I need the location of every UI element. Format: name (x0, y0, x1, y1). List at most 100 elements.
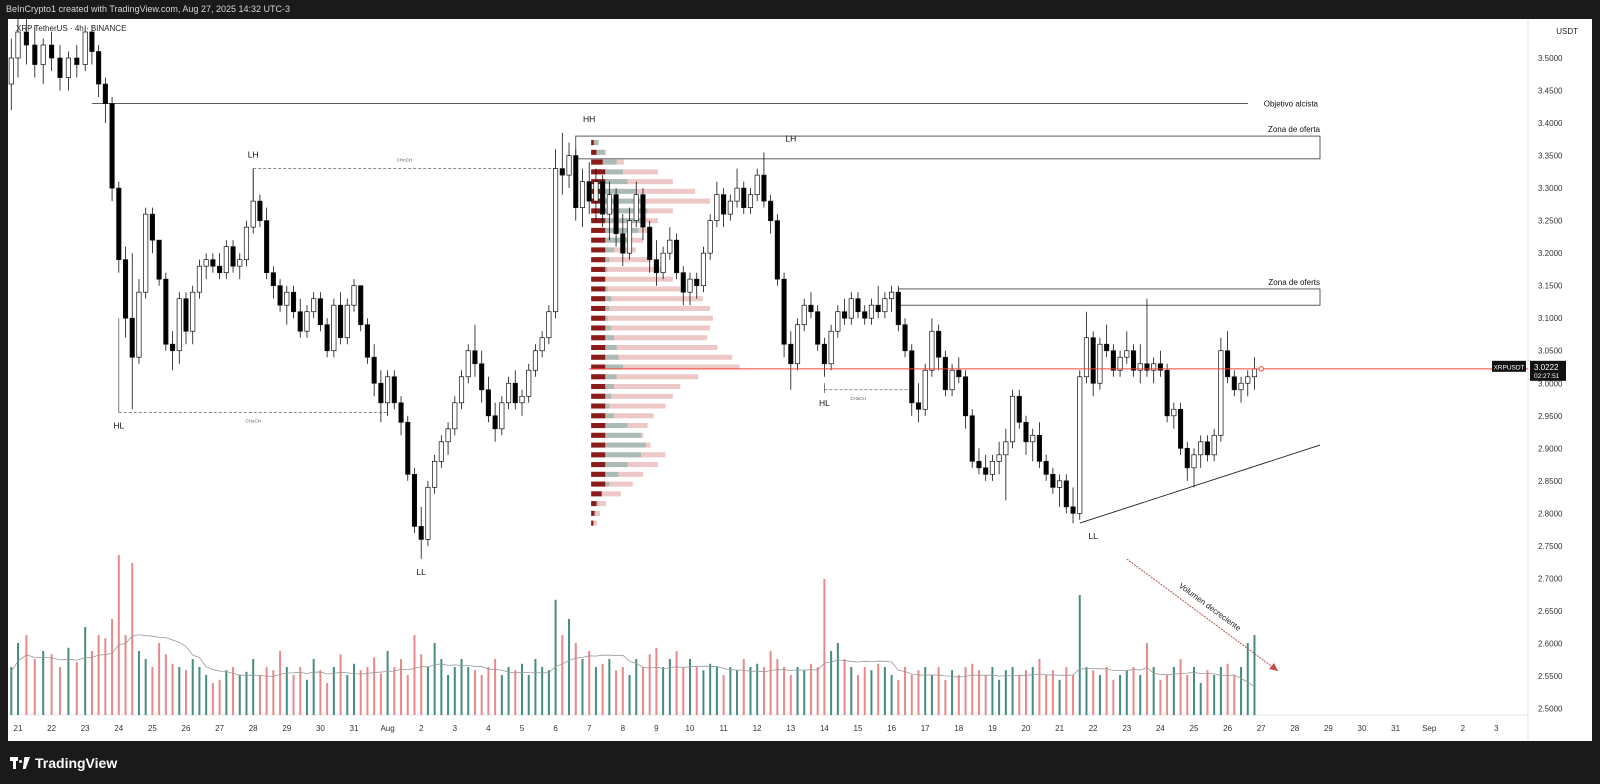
volume-profile-row-down (591, 335, 606, 341)
volume-bar (151, 667, 154, 715)
volume-bar (863, 667, 866, 715)
candle-up (566, 155, 572, 176)
candle-up (929, 330, 935, 371)
volume-bar (1058, 679, 1061, 715)
time-tick-label: 28 (249, 724, 258, 733)
time-tick-label: 22 (1089, 724, 1098, 733)
symbol-legend[interactable]: XRP TetherUS · 4h · BINANCE (16, 24, 127, 33)
volume-bar (326, 683, 329, 715)
structure-label: HL (819, 398, 830, 408)
volume-bar (527, 675, 530, 715)
time-tick-label: 6 (553, 724, 558, 733)
volume-bar (1092, 670, 1095, 715)
volume-bar (608, 659, 611, 715)
volume-profile-row-down (591, 462, 606, 468)
candle-up (835, 311, 841, 332)
candle-down (936, 330, 942, 358)
volume-bar (816, 667, 819, 715)
candle-down (1231, 376, 1237, 391)
candle-down (210, 259, 216, 267)
price-unit-label[interactable]: USDT (1556, 27, 1578, 36)
candle-down (895, 291, 901, 326)
candle-up (1117, 356, 1123, 371)
volume-bar (601, 663, 604, 715)
price-tick-label: 3.2000 (1538, 249, 1563, 258)
time-tick-label: 13 (786, 724, 795, 733)
volume-bar (937, 667, 940, 715)
volume-bar (1051, 670, 1054, 715)
choch-label: CHoCH (245, 419, 261, 424)
candle-down (1090, 337, 1096, 384)
price-tick-label: 3.4500 (1538, 87, 1563, 96)
volume-bar (1253, 635, 1256, 715)
candle-down (915, 402, 922, 410)
volume-bar (332, 667, 335, 715)
structure-label: LL (416, 567, 426, 577)
candle-down (371, 356, 377, 384)
volume-bar (1038, 659, 1041, 715)
time-tick-label: 31 (1391, 724, 1400, 733)
volume-bar (809, 663, 812, 715)
time-tick-label: 19 (988, 724, 997, 733)
volume-bar (232, 667, 235, 715)
chart-frame[interactable]: 3.5000 3.4500 3.4000 3.3500 3.3000 3.2500 3.20… (8, 19, 1592, 741)
candle-up (848, 298, 854, 319)
volume-ma-line (10, 634, 1255, 688)
candle-down (962, 376, 969, 417)
volume-profile-row-total (591, 393, 673, 399)
candle-up (1238, 382, 1244, 391)
candle-up (667, 239, 673, 254)
volume-bar (453, 667, 456, 715)
candle-up (1171, 408, 1177, 417)
volume-bar (1226, 663, 1229, 715)
price-chart[interactable]: 3.5000 3.4500 3.4000 3.3500 3.3000 3.2500 3.20… (8, 19, 1592, 741)
volume-bar (1206, 670, 1209, 715)
candle-up (1211, 434, 1217, 456)
volume-bar (1105, 667, 1108, 715)
volume-bar (319, 670, 322, 715)
candle-up (143, 213, 149, 293)
volume-bar (487, 667, 490, 715)
price-tick-label: 2.7500 (1538, 542, 1563, 551)
volume-bar (877, 663, 880, 715)
candle-down (620, 233, 626, 254)
volume-profile-row-total (591, 364, 740, 370)
volume-bar (729, 667, 732, 715)
volume-bar (695, 667, 698, 715)
volume-bar (124, 635, 127, 715)
volume-profile-row-total (591, 296, 703, 302)
candle-down (49, 44, 55, 59)
volume-bar (359, 670, 362, 715)
volume-profile-row-down (591, 501, 597, 507)
volume-bar (924, 667, 927, 715)
time-tick-label: 27 (215, 724, 224, 733)
volume-profile-row-down (591, 208, 606, 214)
volume-bar (346, 675, 349, 715)
candle-up (868, 304, 874, 319)
volume-bar (857, 675, 859, 715)
candle-up (331, 304, 337, 352)
candle-down (902, 324, 908, 352)
candle-up (1198, 441, 1204, 456)
volume-profile-row-total (591, 520, 598, 526)
volume-bar (1139, 675, 1142, 715)
arrow-head-icon (1269, 663, 1278, 671)
candle-up (882, 298, 888, 313)
volume-profile-row-total (591, 384, 681, 390)
candle-down (909, 350, 915, 404)
volume-profile-row-down (591, 364, 606, 370)
time-tick-label: 31 (350, 724, 359, 733)
brand-logo[interactable]: TradingView (10, 755, 117, 771)
candle-down (1110, 350, 1116, 371)
candle-down (613, 194, 619, 235)
candle-down (862, 311, 868, 319)
volume-bar (1199, 683, 1202, 715)
candle-down (600, 181, 606, 215)
price-tag (1530, 360, 1566, 381)
volume-bar (25, 635, 28, 715)
candle-up (425, 486, 431, 540)
candle-up (989, 460, 995, 475)
volume-profile-row-down (591, 296, 606, 302)
structure-label: LL (1088, 531, 1098, 541)
price-tick-label: 2.8000 (1538, 509, 1563, 518)
